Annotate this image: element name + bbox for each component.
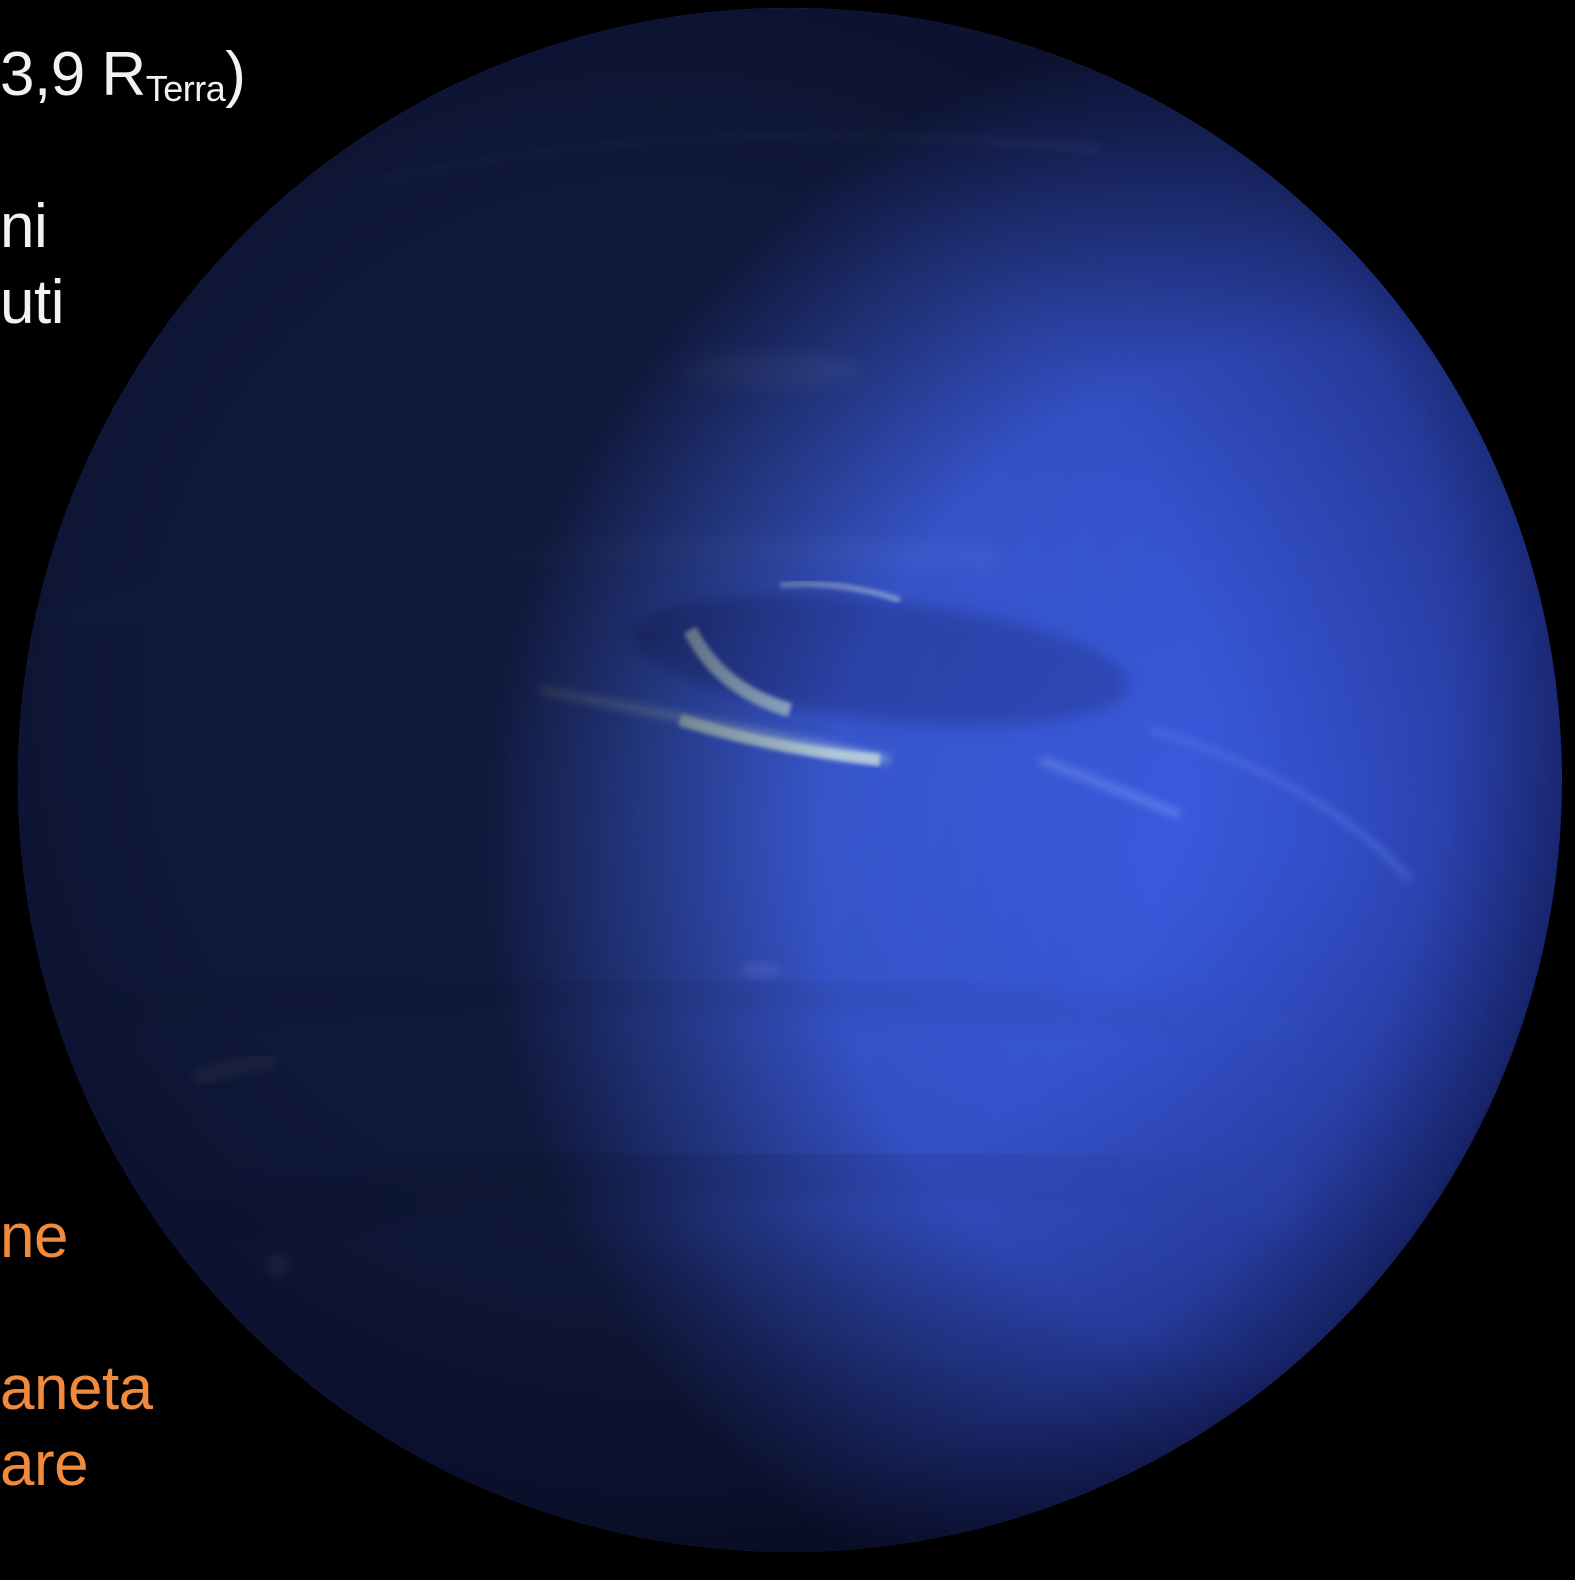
text-line-3: uti	[0, 268, 64, 337]
radius-text: 3,9 RTerra)	[0, 44, 246, 109]
planet-terminator-shade	[18, 8, 1562, 1552]
radius-subscript: Terra	[145, 68, 226, 109]
radius-close-paren: )	[225, 40, 246, 109]
orange-text-line-1: ne	[0, 1202, 68, 1271]
text-line-2: ni	[0, 192, 48, 261]
radius-value: 3,9 R	[0, 40, 146, 109]
orange-text-line-2: aneta	[0, 1354, 153, 1423]
orange-text-line-3: are	[0, 1430, 89, 1499]
